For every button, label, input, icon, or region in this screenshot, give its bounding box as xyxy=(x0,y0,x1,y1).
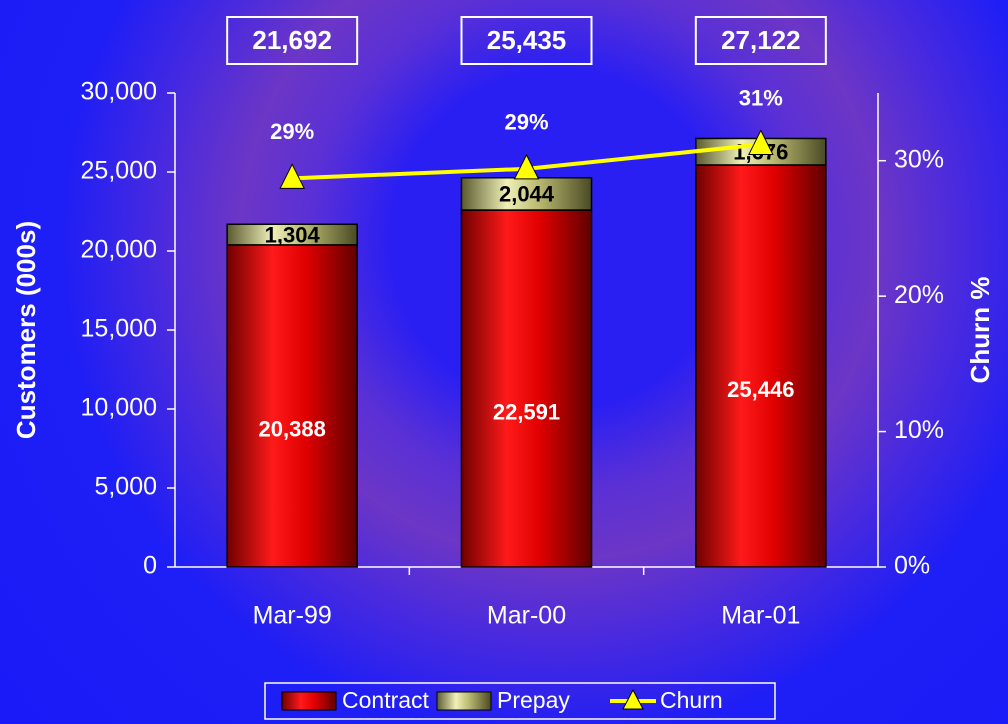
legend-label: Churn xyxy=(660,687,723,713)
legend-swatch xyxy=(281,691,337,711)
y-tick-label: 30,000 xyxy=(81,78,157,106)
x-tick-label: Mar-01 xyxy=(721,602,800,630)
data-label: 25,446 xyxy=(727,377,794,402)
data-label: 2,044 xyxy=(499,182,555,207)
y2-tick-label: 30% xyxy=(894,145,944,173)
y2-tick-label: 0% xyxy=(894,552,930,580)
data-label: 31% xyxy=(739,85,783,110)
y-axis-title: Customers (000s) xyxy=(11,221,41,439)
y-tick-label: 25,000 xyxy=(81,157,157,185)
y-tick-label: 10,000 xyxy=(81,394,157,422)
legend-box xyxy=(264,682,776,720)
y-tick-label: 20,000 xyxy=(81,236,157,264)
x-tick-label: Mar-00 xyxy=(487,602,566,630)
legend-label: Prepay xyxy=(497,687,570,713)
churn-marker xyxy=(748,129,774,155)
churn-marker xyxy=(279,163,305,189)
legend-marker xyxy=(622,688,644,710)
churn-marker xyxy=(513,153,540,180)
legend-swatch xyxy=(436,691,492,711)
bar-segment xyxy=(226,244,358,568)
total-label: 27,122 xyxy=(721,25,801,55)
data-label: 29% xyxy=(504,110,548,135)
legend-label: Contract xyxy=(342,687,430,713)
y-tick-label: 0 xyxy=(143,552,157,580)
y-tick-label: 15,000 xyxy=(81,315,157,343)
bar-segment xyxy=(695,164,827,568)
total-label: 21,692 xyxy=(252,25,332,55)
bar-segment xyxy=(460,177,593,211)
y2-axis-title: Churn % xyxy=(965,277,995,384)
data-label: 1,304 xyxy=(265,222,321,247)
y2-tick-label: 10% xyxy=(894,416,944,444)
total-box xyxy=(226,16,359,65)
data-label: 22,591 xyxy=(493,399,560,424)
bar-segment xyxy=(460,209,593,568)
total-label: 25,435 xyxy=(487,25,567,55)
data-label: 29% xyxy=(270,119,314,144)
bar-segment xyxy=(226,223,358,246)
y-tick-label: 5,000 xyxy=(94,473,157,501)
total-box xyxy=(460,16,593,65)
y2-tick-label: 20% xyxy=(894,281,944,309)
data-label: 20,388 xyxy=(259,417,326,442)
total-box xyxy=(694,16,827,65)
x-tick-label: Mar-99 xyxy=(253,602,332,630)
